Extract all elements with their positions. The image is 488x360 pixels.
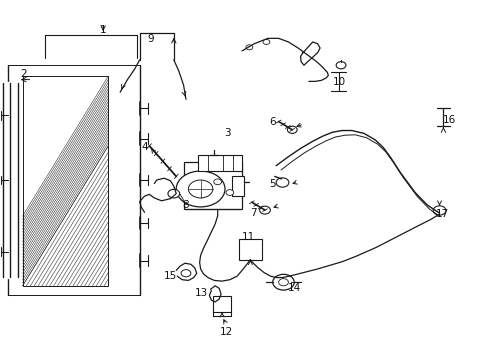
Text: 15: 15 xyxy=(163,271,177,281)
Text: 10: 10 xyxy=(332,77,346,87)
Circle shape xyxy=(276,178,288,187)
Text: 9: 9 xyxy=(147,34,154,44)
Bar xyxy=(22,76,108,286)
Circle shape xyxy=(245,45,252,50)
Text: 2: 2 xyxy=(20,69,26,79)
Bar xyxy=(238,239,262,260)
Bar xyxy=(198,155,242,171)
Bar xyxy=(232,176,244,196)
Circle shape xyxy=(181,270,190,277)
Bar xyxy=(183,162,242,209)
Text: 14: 14 xyxy=(287,283,300,293)
Text: 4: 4 xyxy=(142,142,148,152)
Circle shape xyxy=(167,189,179,198)
Text: 5: 5 xyxy=(269,179,276,189)
Text: 16: 16 xyxy=(442,115,455,125)
Circle shape xyxy=(225,190,233,195)
Bar xyxy=(212,296,231,312)
Circle shape xyxy=(213,179,221,185)
Text: 11: 11 xyxy=(241,232,255,242)
Text: 7: 7 xyxy=(249,208,256,218)
Text: 13: 13 xyxy=(195,288,208,298)
Text: 3: 3 xyxy=(224,128,230,138)
Circle shape xyxy=(432,206,445,215)
Text: 12: 12 xyxy=(219,327,232,337)
Text: 1: 1 xyxy=(100,25,106,35)
Text: 8: 8 xyxy=(183,200,189,210)
Circle shape xyxy=(287,126,297,134)
Circle shape xyxy=(176,171,224,207)
Text: 17: 17 xyxy=(434,209,447,219)
Circle shape xyxy=(263,40,269,44)
Text: 6: 6 xyxy=(269,117,276,127)
Circle shape xyxy=(335,62,345,69)
Circle shape xyxy=(272,274,294,290)
Circle shape xyxy=(259,206,270,214)
